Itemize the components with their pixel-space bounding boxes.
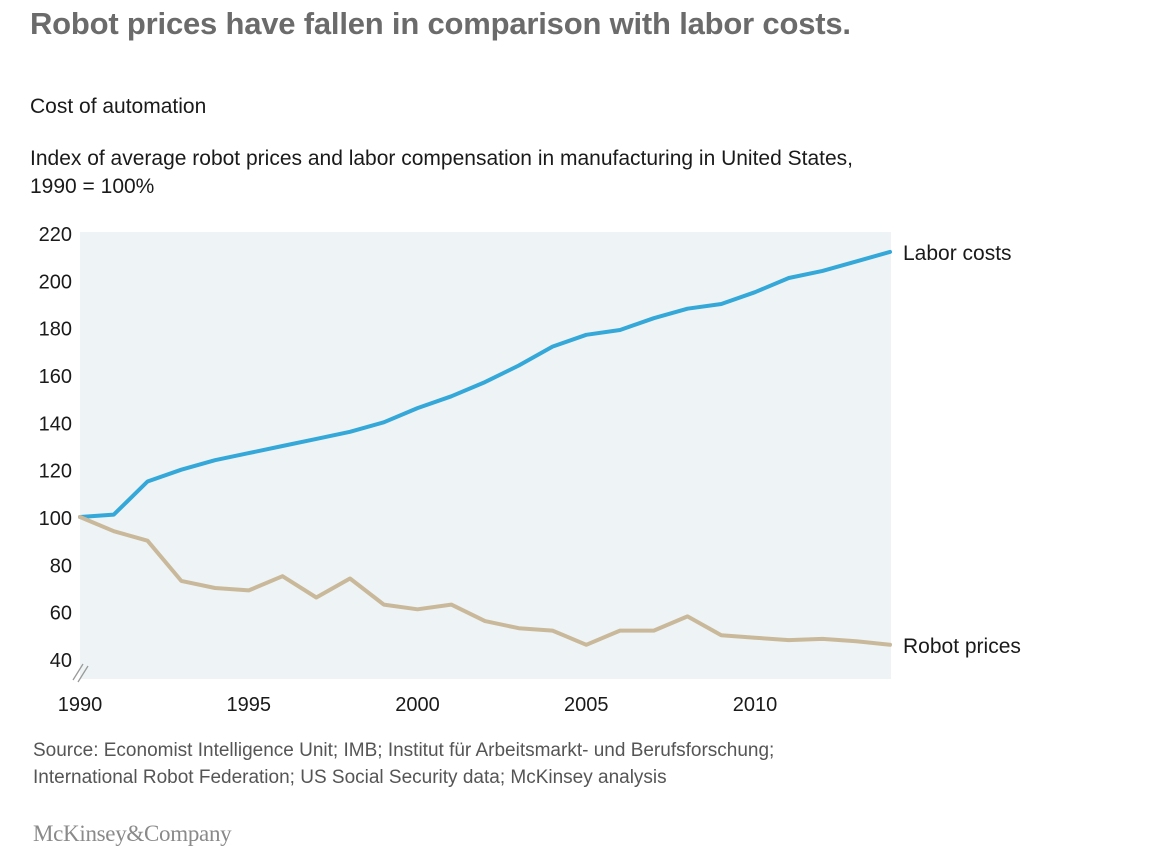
source-line-2: International Robot Federation; US Socia… [33,767,667,788]
plot-area [80,232,891,679]
x-tick-label: 1990 [58,694,103,716]
chart-title: Cost of automation [30,95,207,118]
y-tick-label: 100 [39,508,72,530]
x-tick-label: 2000 [395,694,440,716]
x-tick-label: 2010 [733,694,778,716]
y-tick-label: 220 [39,224,72,246]
series-line-robot-prices [78,515,892,647]
chart-description: Index of average robot prices and labor … [30,145,1030,201]
description-line-1: Index of average robot prices and labor … [30,147,853,170]
y-tick-label: 120 [39,461,72,483]
axis-break-icon [72,663,89,683]
y-tick-label: 180 [39,319,72,341]
y-tick-label: 140 [39,413,72,435]
x-tick-label: 2005 [564,694,609,716]
chart-headline: Robot prices have fallen in comparison w… [30,6,851,41]
y-tick-label: 60 [50,603,72,625]
y-tick-label: 200 [39,271,72,293]
series-line-labor-costs [78,249,892,519]
y-tick-label: 40 [50,650,72,672]
y-tick-label: 80 [50,555,72,577]
source-note: Source: Economist Intelligence Unit; IMB… [33,737,774,791]
mckinsey-logo: McKinsey&Company [33,821,232,846]
series-label: Labor costs [903,242,1012,265]
x-tick-label: 1995 [227,694,272,716]
y-tick-label: 160 [39,366,72,388]
description-line-2: 1990 = 100% [30,175,155,198]
source-line-1: Source: Economist Intelligence Unit; IMB… [33,740,775,761]
series-label: Robot prices [903,635,1021,658]
